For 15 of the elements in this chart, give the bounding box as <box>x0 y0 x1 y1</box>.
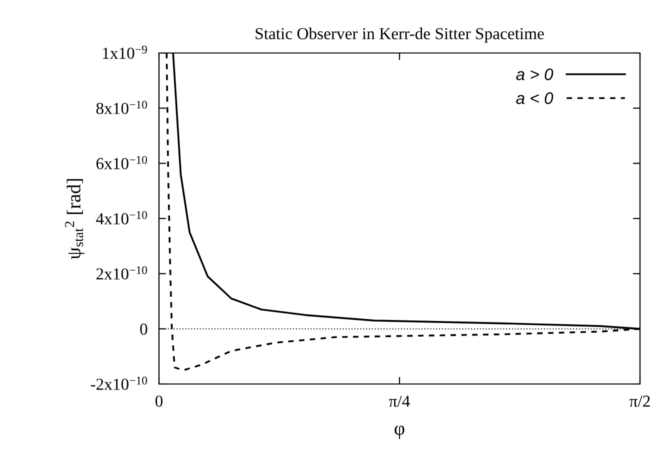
chart-title: Static Observer in Kerr-de Sitter Spacetime <box>256 28 544 43</box>
legend-label: a < 0 <box>516 92 554 104</box>
y-axis-title: ψ$_{stat}$$^{2}$ [rad] <box>65 179 84 260</box>
legend-label: a > 0 <box>516 68 554 80</box>
y-tick-label: 6x10$^{−10}$ <box>96 156 147 170</box>
x-axis-title: φ <box>394 426 404 439</box>
y-tick-label: 8x10$^{−10}$ <box>96 100 147 114</box>
y-tick-label: 4x10$^{−10}$ <box>96 211 147 224</box>
x-tick-label: π/4 <box>389 396 410 407</box>
y-tick-label: 1x10$^{−9}$ <box>103 46 147 59</box>
y-tick-label: 0 <box>140 324 148 335</box>
y-tick-label: -2x10$^{−10}$ <box>90 376 148 390</box>
x-tick-label: 0 <box>155 396 163 407</box>
y-tick-label: 2x10$^{−10}$ <box>96 266 147 280</box>
x-tick-label: π/2 <box>630 396 650 407</box>
